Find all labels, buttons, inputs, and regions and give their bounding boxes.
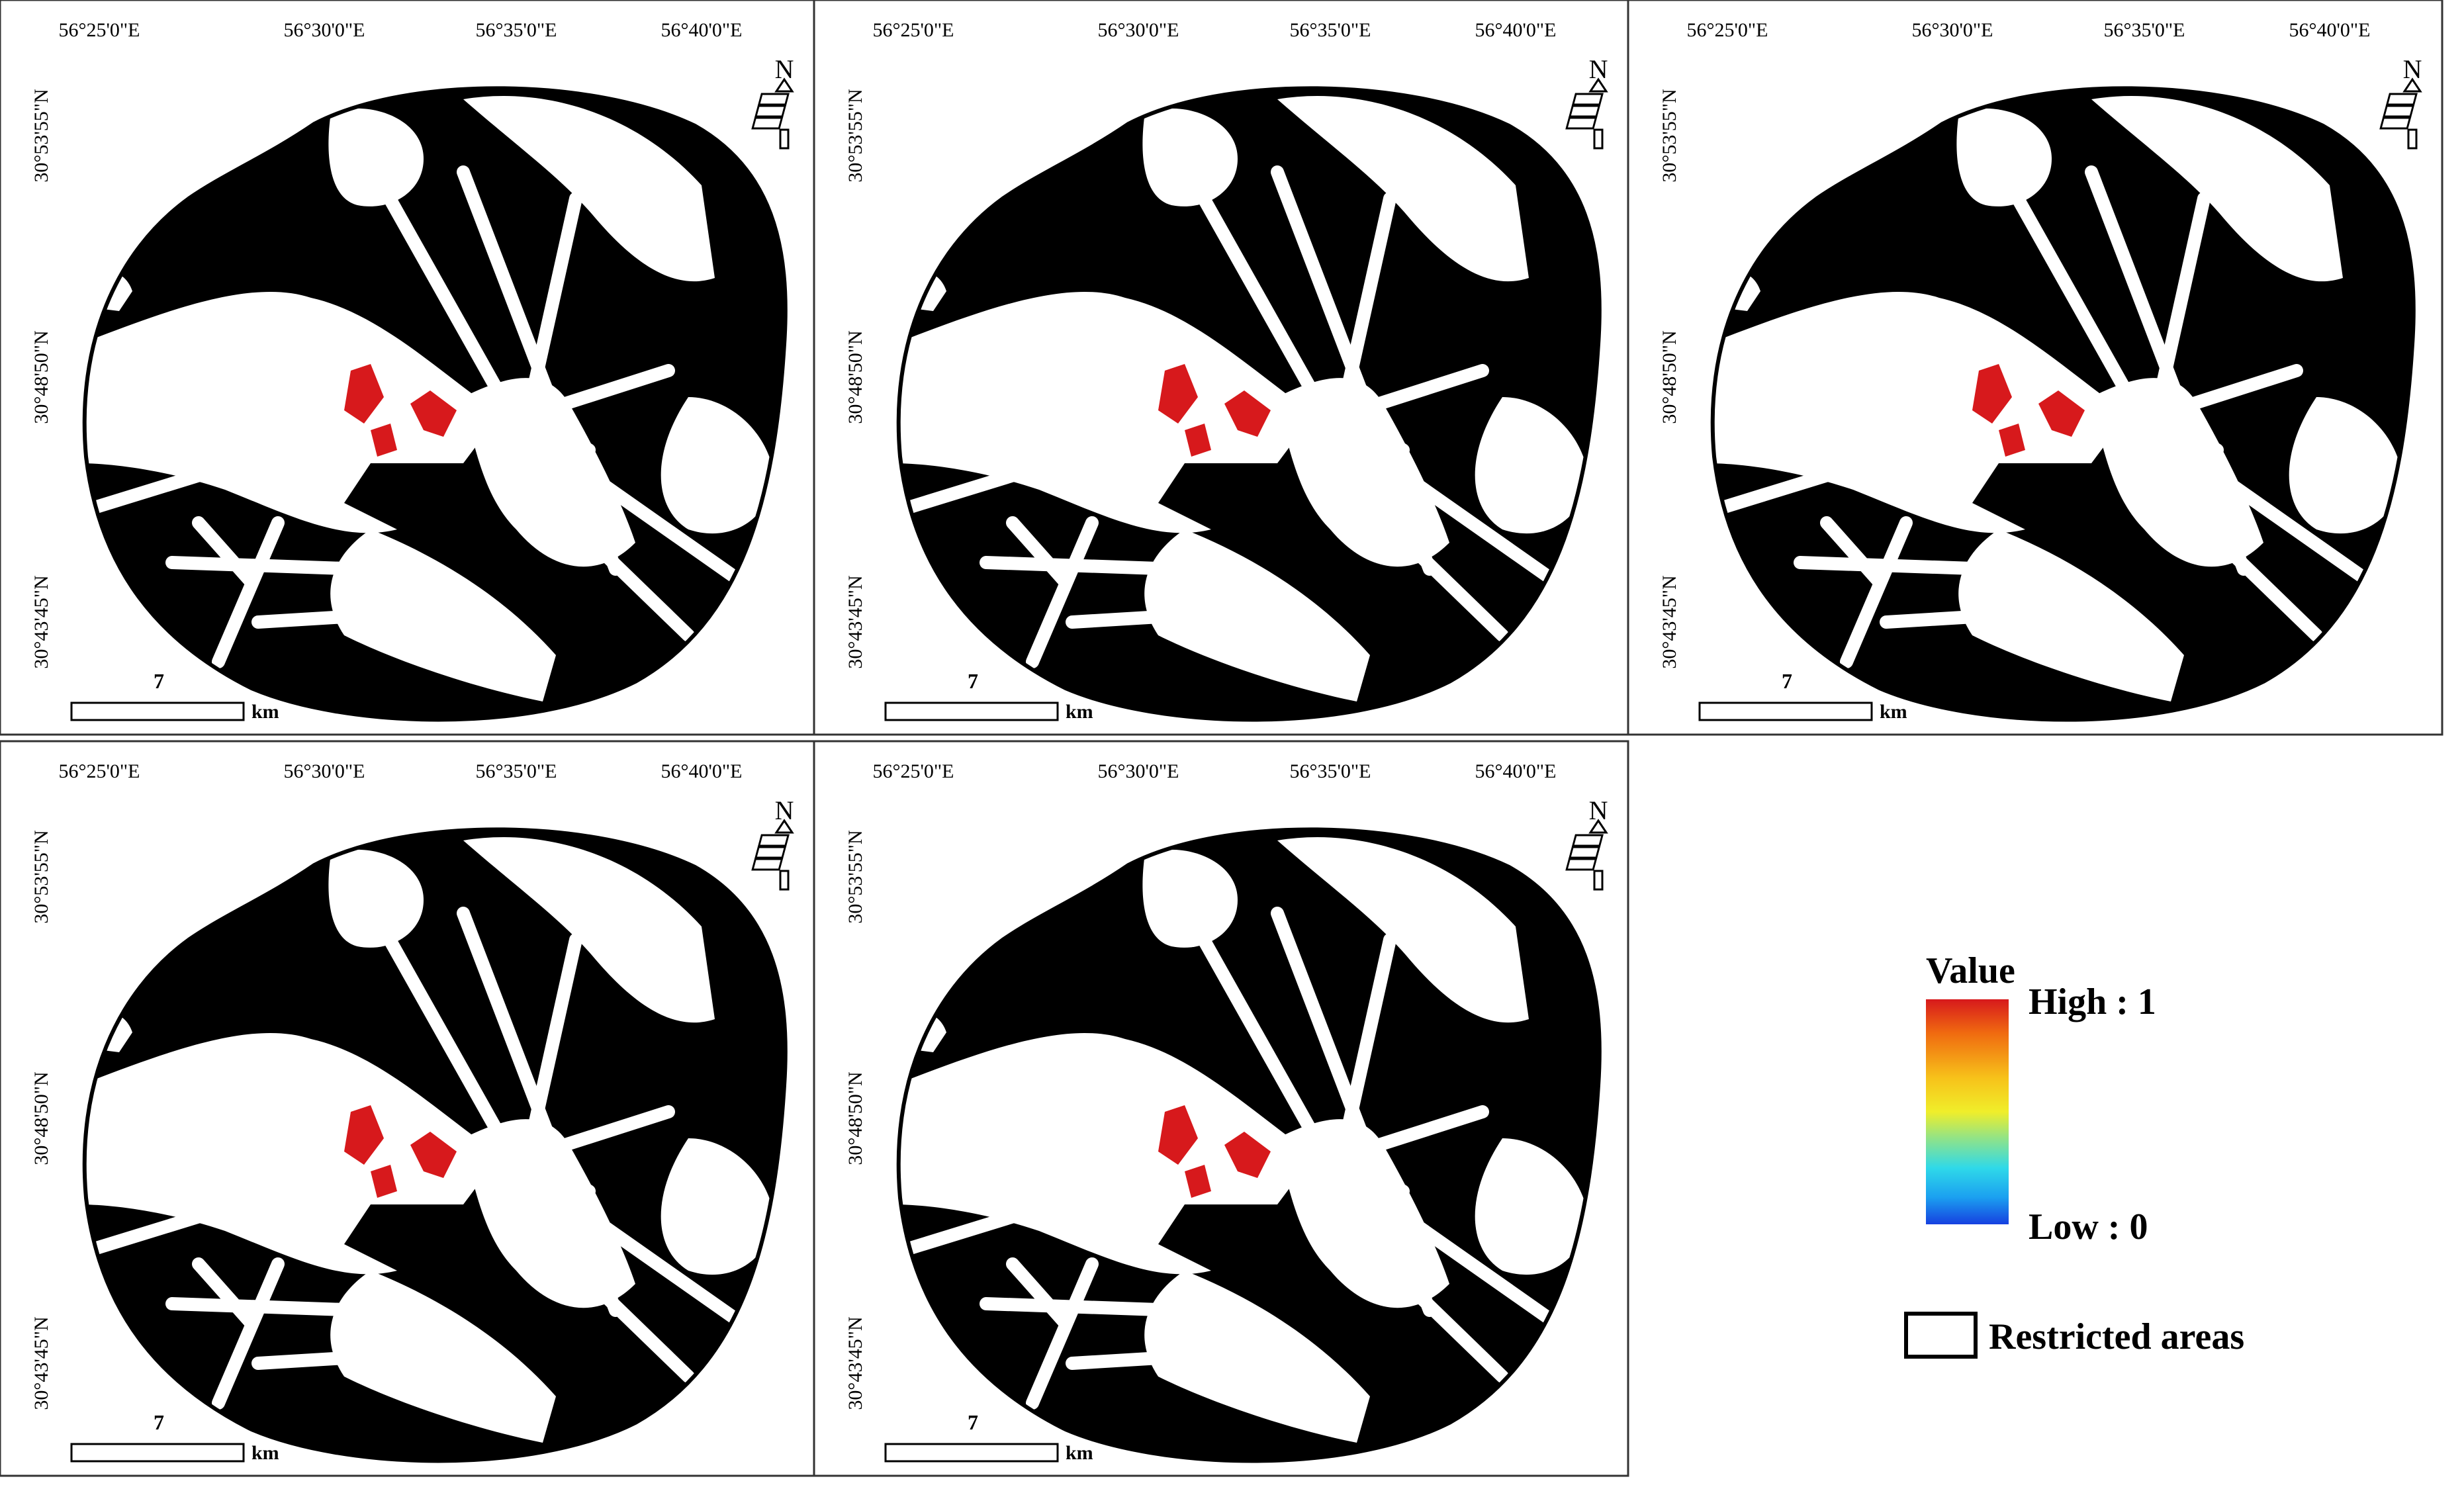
lat-label: 30°43'45"N: [844, 575, 866, 668]
scale-bar-value: 7: [968, 1410, 978, 1434]
lon-label: 56°35'0"E: [476, 19, 557, 41]
latitude-labels: 30°53'55"N 30°48'50"N 30°43'45"N: [844, 89, 866, 668]
lon-label: 56°40'0"E: [1475, 19, 1557, 41]
scale-bar-value: 7: [154, 1410, 164, 1434]
scale-bar-value: 7: [968, 669, 978, 693]
latitude-labels: 30°53'55"N 30°48'50"N 30°43'45"N: [30, 89, 52, 668]
lon-label: 56°25'0"E: [59, 760, 140, 782]
north-arrow-icon: N: [1565, 54, 1608, 150]
lat-label: 30°48'50"N: [30, 1071, 52, 1165]
latitude-labels: 30°53'55"N 30°48'50"N 30°43'45"N: [30, 830, 52, 1410]
latitude-labels: 30°53'55"N 30°48'50"N 30°43'45"N: [1659, 89, 1680, 668]
scale-bar: 7 km: [884, 669, 1093, 723]
legend-gradient-bar: [1926, 999, 2009, 1224]
lon-label: 56°30'0"E: [1098, 760, 1179, 782]
lon-label: 56°30'0"E: [284, 760, 365, 782]
scale-bar-unit: km: [1066, 701, 1093, 723]
lon-label: 56°40'0"E: [2289, 19, 2371, 41]
lat-label: 30°53'55"N: [844, 830, 866, 923]
legend-low-label: Low : 0: [2029, 1206, 2148, 1247]
lat-label: 30°53'55"N: [844, 89, 866, 182]
restricted-areas-label: Restricted areas: [1989, 1316, 2244, 1357]
scale-bar-value: 7: [1782, 669, 1792, 693]
map-panel-1: 56°25'0"E 56°30'0"E 56°35'0"E 56°40'0"E …: [0, 0, 814, 735]
lat-label: 30°48'50"N: [844, 1071, 866, 1165]
lat-label: 30°43'45"N: [1659, 575, 1680, 668]
scale-bar-rect: [1698, 701, 1873, 721]
latitude-labels: 30°53'55"N 30°48'50"N 30°43'45"N: [844, 830, 866, 1410]
lon-label: 56°30'0"E: [1098, 19, 1179, 41]
lon-label: 56°25'0"E: [1687, 19, 1768, 41]
lat-label: 30°48'50"N: [1659, 330, 1680, 424]
longitude-labels: 56°25'0"E 56°30'0"E 56°35'0"E 56°40'0"E: [873, 760, 1557, 782]
scale-bar-unit: km: [1066, 1442, 1093, 1464]
lon-label: 56°25'0"E: [873, 760, 954, 782]
lon-label: 56°25'0"E: [873, 19, 954, 41]
scale-bar: 7 km: [884, 1410, 1093, 1464]
longitude-labels: 56°25'0"E 56°30'0"E 56°35'0"E 56°40'0"E: [1687, 19, 2371, 41]
scale-bar-unit: km: [1880, 701, 1907, 723]
legend: Value High : 1 Low : 0 Restricted areas: [1904, 950, 2244, 1359]
scale-bar-unit: km: [251, 701, 279, 723]
lat-label: 30°43'45"N: [844, 1316, 866, 1410]
north-arrow-icon: N: [751, 54, 794, 150]
lat-label: 30°53'55"N: [30, 830, 52, 923]
lon-label: 56°40'0"E: [661, 19, 743, 41]
lon-label: 56°40'0"E: [661, 760, 743, 782]
map-panel-4: 56°25'0"E 56°30'0"E 56°35'0"E 56°40'0"E …: [0, 741, 814, 1476]
scale-bar-rect: [70, 1443, 245, 1463]
lon-label: 56°30'0"E: [1912, 19, 1993, 41]
north-arrow-icon: N: [2379, 54, 2422, 150]
lon-label: 56°35'0"E: [1290, 19, 1371, 41]
scale-bar-value: 7: [154, 669, 164, 693]
lon-label: 56°35'0"E: [476, 760, 557, 782]
legend-high-label: High : 1: [2029, 981, 2156, 1022]
north-arrow-icon: N: [751, 795, 794, 891]
scale-bar-rect: [884, 1443, 1059, 1463]
lat-label: 30°43'45"N: [30, 1316, 52, 1410]
legend-title: Value: [1926, 950, 2015, 991]
scale-bar-unit: km: [251, 1442, 279, 1464]
scale-bar: 7 km: [70, 1410, 279, 1464]
map-panel-2: 56°25'0"E 56°30'0"E 56°35'0"E 56°40'0"E …: [814, 0, 1628, 735]
longitude-labels: 56°25'0"E 56°30'0"E 56°35'0"E 56°40'0"E: [59, 19, 743, 41]
restricted-areas-swatch: [1904, 1312, 1978, 1359]
scale-bar-rect: [70, 701, 245, 721]
lat-label: 30°53'55"N: [30, 89, 52, 182]
map-panel-5: 56°25'0"E 56°30'0"E 56°35'0"E 56°40'0"E …: [814, 741, 1628, 1476]
map-panel-3: 56°25'0"E 56°30'0"E 56°35'0"E 56°40'0"E …: [1628, 0, 2442, 735]
lon-label: 56°35'0"E: [1290, 760, 1371, 782]
north-arrow-icon: N: [1565, 795, 1608, 891]
scale-bar: 7 km: [70, 669, 279, 723]
lat-label: 30°43'45"N: [30, 575, 52, 668]
longitude-labels: 56°25'0"E 56°30'0"E 56°35'0"E 56°40'0"E: [873, 19, 1557, 41]
lon-label: 56°25'0"E: [59, 19, 140, 41]
lon-label: 56°35'0"E: [2104, 19, 2185, 41]
lat-label: 30°48'50"N: [844, 330, 866, 424]
longitude-labels: 56°25'0"E 56°30'0"E 56°35'0"E 56°40'0"E: [59, 760, 743, 782]
scale-bar-rect: [884, 701, 1059, 721]
lon-label: 56°40'0"E: [1475, 760, 1557, 782]
scale-bar: 7 km: [1698, 669, 1907, 723]
lon-label: 56°30'0"E: [284, 19, 365, 41]
lat-label: 30°48'50"N: [30, 330, 52, 424]
lat-label: 30°53'55"N: [1659, 89, 1680, 182]
